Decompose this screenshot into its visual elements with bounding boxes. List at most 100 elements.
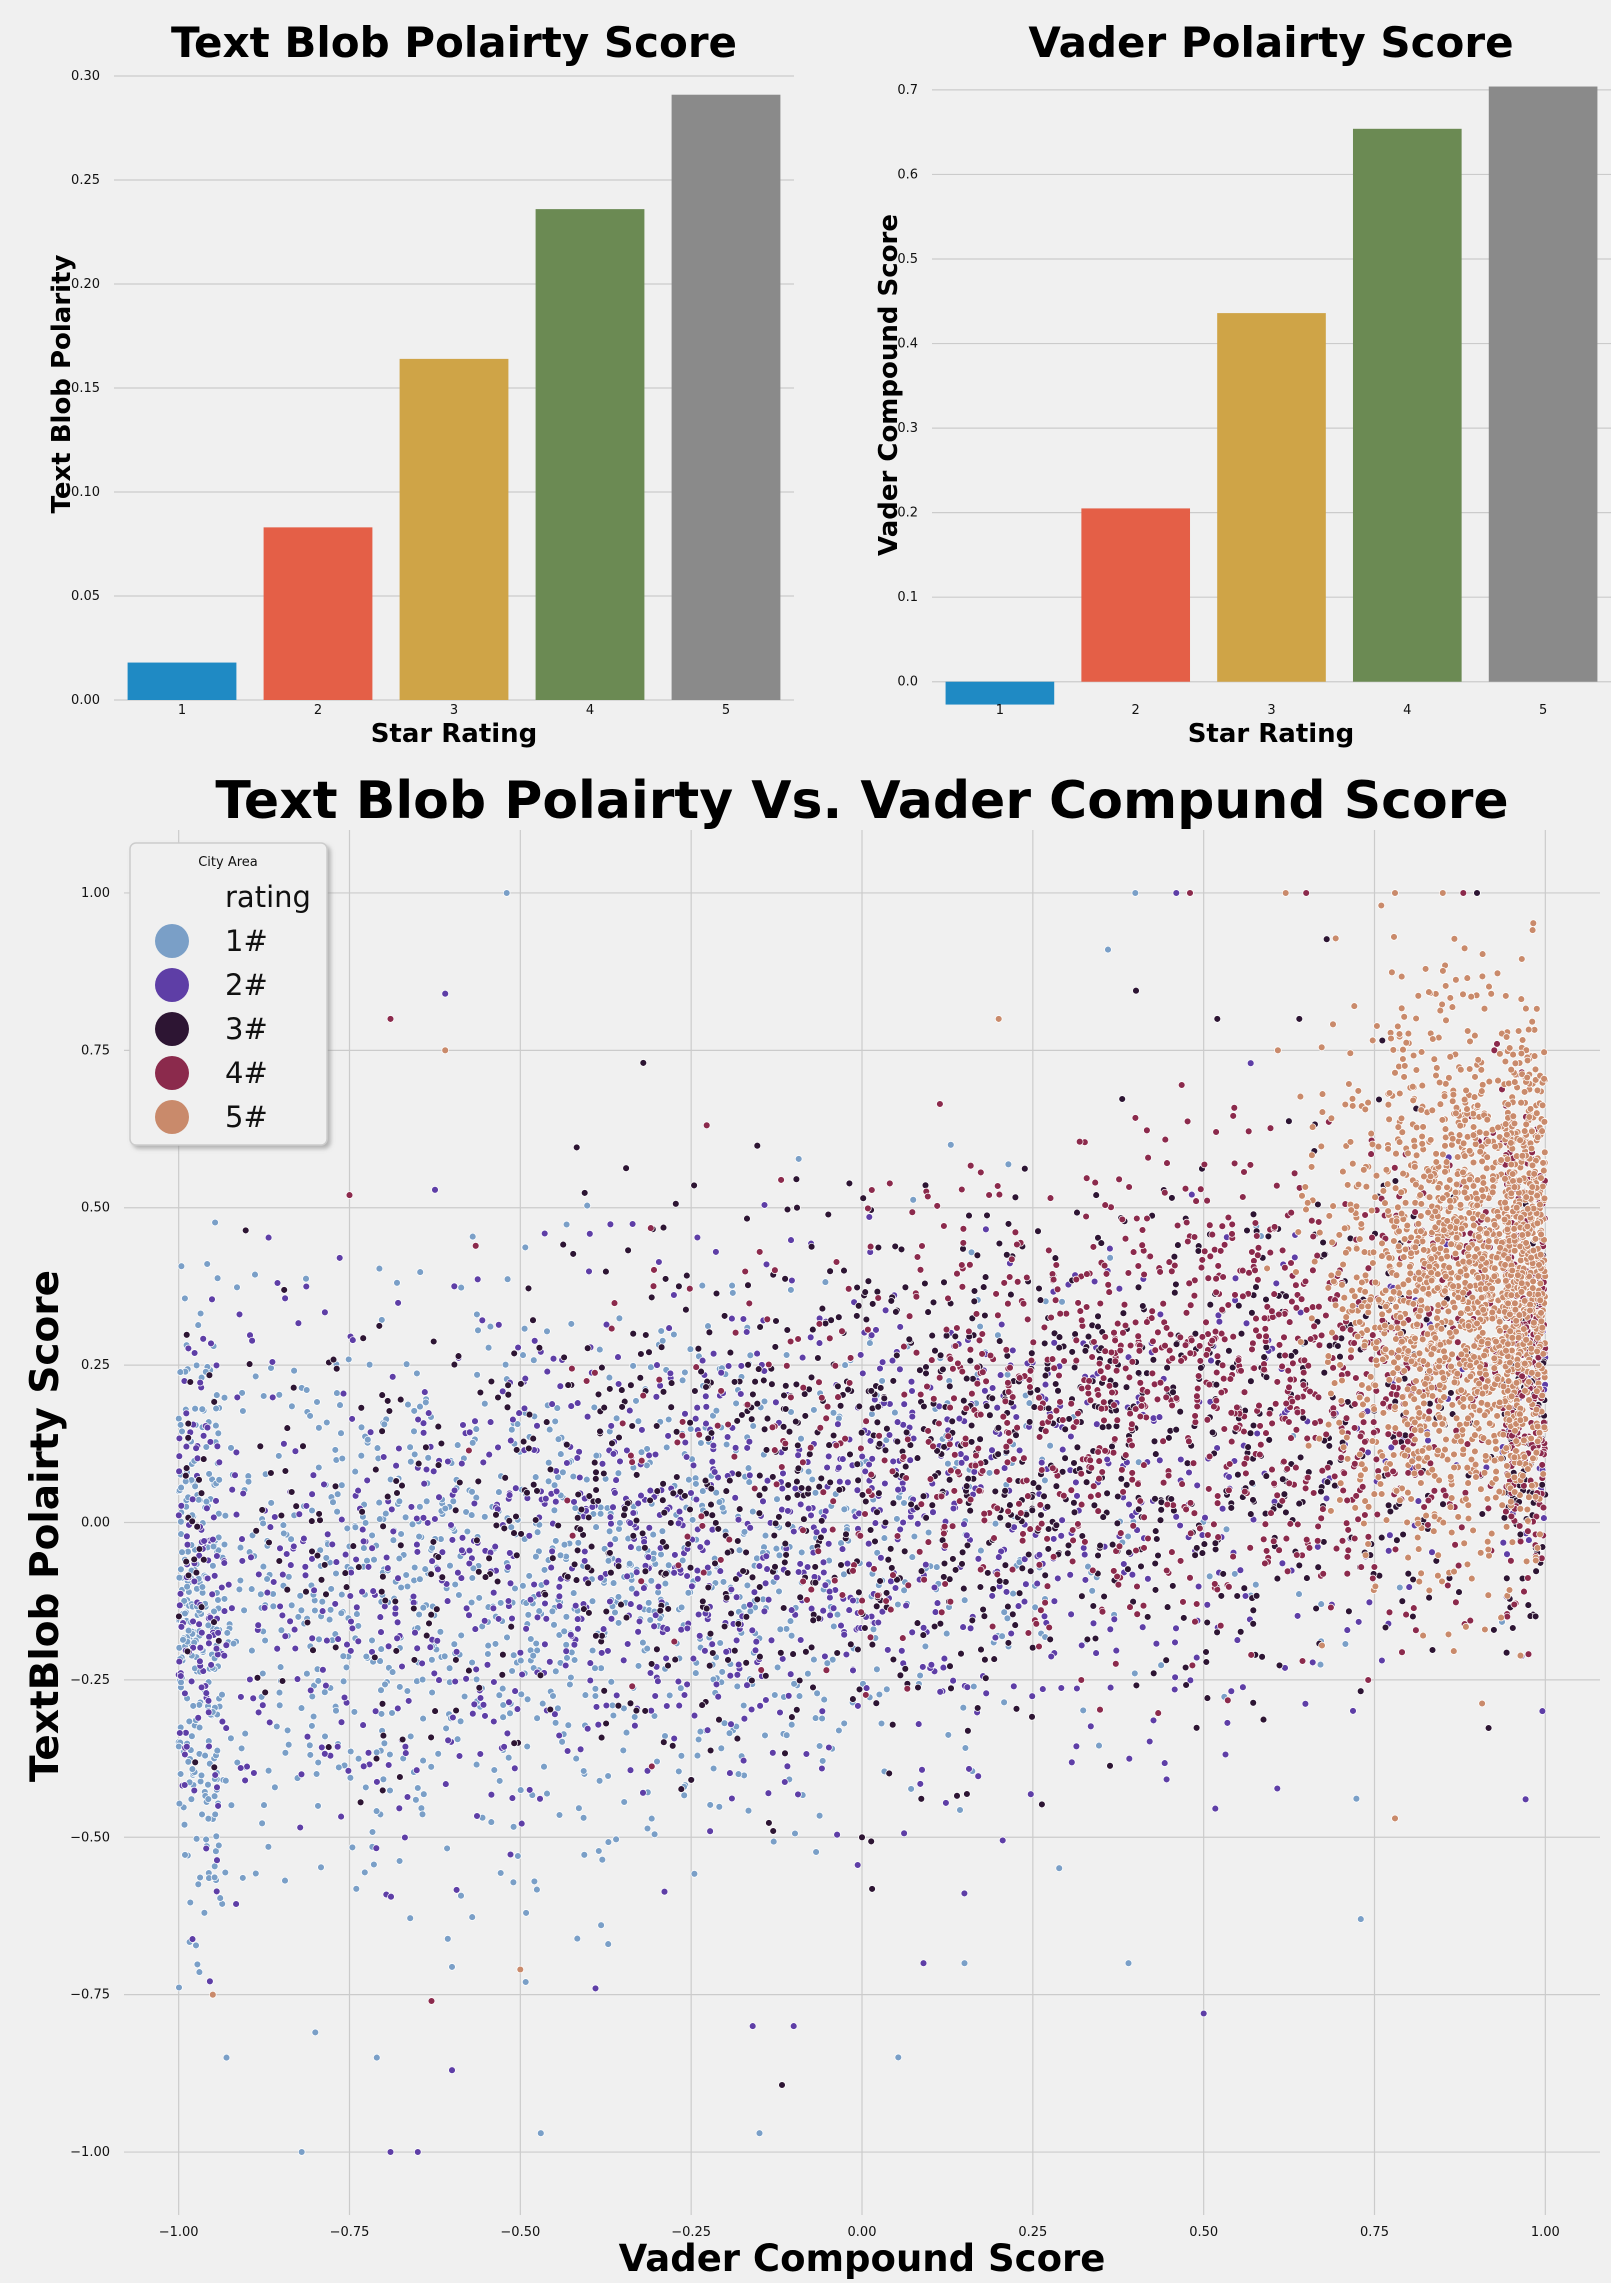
scatter-point	[575, 1804, 583, 1812]
scatter-point	[1272, 1279, 1281, 1288]
scatter-point	[220, 1595, 229, 1603]
scatter-point	[191, 1758, 199, 1767]
scatter-point	[1128, 1475, 1136, 1484]
scatter-point	[361, 1519, 370, 1527]
scatter-point	[754, 1365, 763, 1373]
scatter-point	[715, 1803, 724, 1811]
scatter-point	[179, 1636, 187, 1644]
scatter-point	[1112, 1646, 1121, 1655]
bar-2	[1081, 508, 1191, 682]
scatter-point	[508, 1425, 516, 1434]
scatter-point	[416, 1402, 424, 1411]
scatter-point	[592, 1632, 600, 1640]
scatter-point	[1503, 1550, 1511, 1558]
scatter-point	[804, 1504, 813, 1513]
scatter-point	[1193, 1481, 1201, 1490]
scatter-point	[660, 1887, 669, 1896]
scatter-point	[681, 1492, 689, 1500]
scatter-point	[452, 1886, 461, 1894]
scatter-point	[546, 1658, 554, 1666]
scatter-point	[797, 1434, 805, 1443]
scatter-point	[512, 1512, 520, 1521]
scatter-point	[204, 1708, 213, 1717]
scatter-point	[444, 1457, 452, 1466]
scatter-point	[1260, 1353, 1268, 1361]
scatter-point	[733, 1734, 742, 1743]
scatter-point	[922, 1514, 930, 1522]
scatter-point	[1172, 1513, 1180, 1521]
scatter-point	[701, 1647, 709, 1655]
scatter-point	[928, 1501, 937, 1509]
scatter-point	[481, 1712, 489, 1720]
scatter-point	[665, 1691, 674, 1700]
scatter-point	[562, 1647, 570, 1655]
scatter-point	[450, 1282, 459, 1291]
scatter-point	[275, 1688, 284, 1697]
scatter-point	[715, 1498, 724, 1506]
scatter-point	[1295, 1499, 1303, 1508]
scatter-point	[957, 1649, 965, 1658]
y-tick-label: 0.10	[71, 485, 100, 500]
scatter-point	[1430, 1487, 1439, 1495]
scatter-point	[1105, 1288, 1113, 1296]
scatter-point	[818, 1764, 826, 1773]
scatter-point	[786, 1617, 795, 1625]
scatter-point	[1054, 1387, 1062, 1395]
scatter-point	[907, 1377, 916, 1386]
scatter-point	[308, 1506, 316, 1515]
scatter-point	[899, 1453, 908, 1461]
scatter-point	[397, 1541, 405, 1550]
scatter-point	[509, 1823, 518, 1831]
scatter-point	[240, 1606, 248, 1615]
bar-5	[671, 94, 781, 701]
scatter-point	[1098, 1423, 1107, 1431]
scatter-point	[335, 1254, 344, 1262]
scatter-point	[560, 1540, 569, 1549]
scatter-point	[410, 1563, 419, 1572]
scatter-point	[808, 1475, 817, 1484]
scatter-point	[820, 1695, 828, 1704]
scatter-point	[1012, 1413, 1021, 1421]
scatter-point	[1439, 1500, 1447, 1508]
scatter-point	[1118, 1215, 1127, 1224]
scatter-point	[1256, 1422, 1264, 1430]
scatter-point	[212, 1361, 221, 1370]
scatter-point	[1356, 1687, 1365, 1695]
scatter-point	[238, 1557, 247, 1565]
scatter-point	[371, 1653, 379, 1662]
scatter-point	[386, 2148, 395, 2156]
scatter-point	[1087, 1492, 1095, 1501]
scatter-point	[921, 1642, 930, 1651]
scatter-point	[979, 1283, 988, 1291]
scatter-point	[818, 1394, 826, 1402]
scatter-point	[743, 1400, 752, 1409]
scatter-point	[920, 1575, 928, 1584]
scatter-point	[554, 1435, 563, 1443]
scatter-point	[966, 1161, 975, 1170]
scatter-point	[188, 1765, 197, 1773]
scatter-point	[968, 1616, 977, 1625]
scatter-point	[1103, 1489, 1111, 1498]
scatter-point	[1425, 1593, 1433, 1602]
scatter-point	[1109, 1448, 1118, 1457]
scatter-point	[704, 1583, 713, 1592]
scatter-point	[252, 1527, 260, 1535]
scatter-point	[881, 1518, 890, 1527]
scatter-point	[612, 1476, 620, 1484]
scatter-point	[924, 1308, 932, 1316]
scatter-point	[359, 1721, 367, 1729]
scatter-point	[357, 1451, 366, 1460]
scatter-point	[635, 1603, 644, 1611]
scatter-point	[389, 1536, 398, 1544]
scatter-point	[214, 1629, 222, 1637]
scatter-point	[233, 1758, 242, 1767]
scatter-point	[1184, 1237, 1192, 1246]
scatter-point	[962, 1482, 971, 1490]
scatter-point	[1004, 1160, 1013, 1169]
scatter-point	[817, 1533, 825, 1542]
scatter-point	[670, 1734, 678, 1743]
scatter-point	[739, 1701, 748, 1710]
scatter-point	[762, 1446, 771, 1454]
scatter-point	[1317, 1487, 1325, 1496]
scatter-point	[184, 1419, 193, 1428]
